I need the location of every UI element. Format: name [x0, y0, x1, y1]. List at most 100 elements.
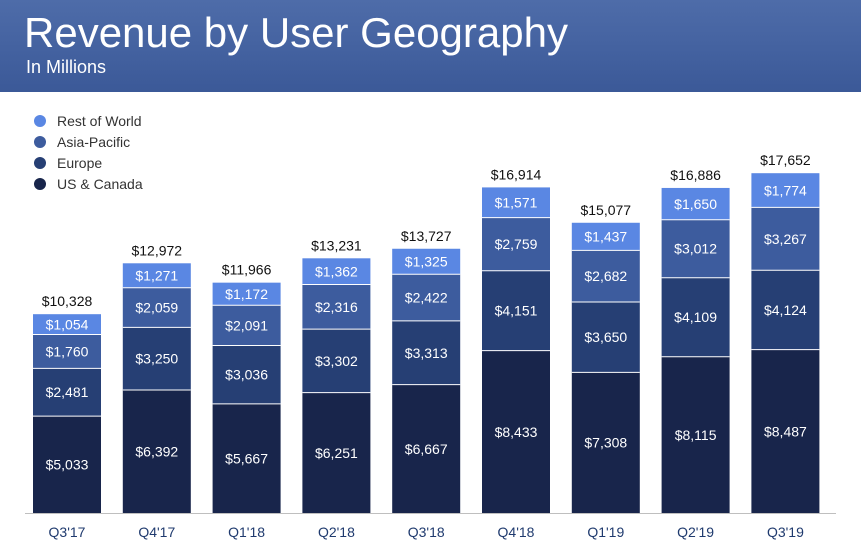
bar-segment-europe: [571, 302, 640, 373]
segment-value-label: $3,313: [405, 345, 448, 361]
segment-value-label: $3,267: [764, 231, 807, 247]
legend-label: Rest of World: [57, 113, 142, 129]
bar-segment-europe: [392, 320, 461, 385]
bar-total-label: $11,966: [222, 262, 272, 278]
bar-total-label: $17,652: [760, 152, 811, 168]
bar-segment-europe: [751, 270, 820, 350]
bar-segment-rest-of-world: [392, 248, 461, 275]
bar-segment-rest-of-world: [571, 222, 640, 251]
x-tick-label: Q2'19: [677, 524, 714, 540]
segment-value-label: $6,251: [315, 445, 358, 461]
bar-segment-europe: [212, 345, 281, 404]
segment-value-label: $3,012: [674, 241, 717, 257]
bar-segment-rest-of-world: [751, 173, 820, 208]
bar-segment-europe: [122, 327, 191, 390]
x-tick-label: Q3'17: [49, 524, 86, 540]
x-tick-label: Q4'18: [498, 524, 535, 540]
bar-segment-us-canada: [751, 349, 820, 513]
bar-total-label: $12,972: [131, 242, 182, 258]
bar-segment-rest-of-world: [302, 258, 371, 285]
bar-segment-asia-pacific: [482, 217, 550, 271]
bar-segment-asia-pacific: [33, 334, 101, 369]
bar-segment-asia-pacific: [392, 274, 461, 321]
x-tick-label: Q3'19: [767, 524, 804, 540]
x-tick-label: Q4'17: [138, 524, 175, 540]
legend-label: US & Canada: [57, 176, 143, 192]
bar-segment-us-canada: [661, 356, 730, 513]
bar-segment-europe: [302, 329, 371, 393]
bar-segment-rest-of-world: [122, 263, 191, 288]
x-tick-label: Q1'18: [228, 524, 265, 540]
chart-title: Revenue by User Geography: [24, 9, 568, 56]
bar-segment-us-canada: [571, 372, 640, 513]
segment-value-label: $3,250: [135, 351, 178, 367]
segment-value-label: $8,487: [764, 423, 807, 439]
bar-segment-rest-of-world: [661, 187, 730, 220]
bar-segment-asia-pacific: [571, 250, 640, 303]
segment-value-label: $2,759: [495, 236, 538, 252]
segment-value-label: $1,325: [405, 254, 448, 270]
segment-value-label: $1,571: [495, 195, 538, 211]
segment-value-label: $2,091: [225, 317, 268, 333]
bar-total-label: $13,727: [401, 228, 452, 244]
bar-total-label: $13,231: [311, 237, 362, 253]
bar-total-label: $15,077: [580, 202, 631, 218]
bar-segment-us-canada: [212, 403, 281, 513]
bar-segment-europe: [33, 368, 101, 417]
bar-segment-asia-pacific: [212, 305, 281, 346]
segment-value-label: $2,682: [584, 268, 627, 284]
bar-segment-rest-of-world: [482, 187, 550, 218]
bar-segment-us-canada: [122, 389, 191, 513]
chart-subtitle: In Millions: [26, 57, 107, 77]
bar-segment-us-canada: [392, 384, 461, 513]
bar-segment-asia-pacific: [122, 287, 191, 328]
segment-value-label: $2,316: [315, 299, 358, 315]
legend-swatch: [34, 115, 46, 127]
bar-segment-rest-of-world: [33, 314, 101, 335]
bar-segment-asia-pacific: [661, 219, 730, 278]
legend-swatch: [34, 157, 46, 169]
bar-total-label: $16,886: [670, 167, 721, 183]
bar-segment-asia-pacific: [302, 284, 371, 330]
segment-value-label: $3,036: [225, 367, 268, 383]
segment-value-label: $6,392: [135, 443, 178, 459]
segment-value-label: $1,650: [674, 196, 717, 212]
segment-value-label: $6,667: [405, 441, 448, 457]
bar-segment-us-canada: [302, 392, 371, 513]
legend-swatch: [34, 136, 46, 148]
segment-value-label: $1,760: [46, 343, 89, 359]
bar-segment-europe: [661, 277, 730, 357]
x-tick-label: Q3'18: [408, 524, 445, 540]
segment-value-label: $1,437: [584, 229, 627, 245]
bar-segment-us-canada: [33, 416, 101, 513]
segment-value-label: $1,271: [135, 268, 178, 284]
segment-value-label: $5,667: [225, 450, 268, 466]
x-tick-label: Q1'19: [587, 524, 624, 540]
segment-value-label: $2,481: [46, 384, 89, 400]
segment-value-label: $4,109: [674, 309, 717, 325]
bar-segment-us-canada: [482, 350, 550, 513]
segment-value-label: $1,774: [764, 182, 807, 198]
bar-total-label: $10,328: [42, 293, 93, 309]
segment-value-label: $1,362: [315, 263, 358, 279]
legend-swatch: [34, 178, 46, 190]
segment-value-label: $7,308: [584, 435, 627, 451]
x-tick-label: Q2'18: [318, 524, 355, 540]
segment-value-label: $8,115: [675, 427, 717, 443]
segment-value-label: $4,151: [495, 303, 538, 319]
header-banner: Revenue by User Geography In Millions: [0, 0, 861, 92]
segment-value-label: $2,422: [405, 290, 448, 306]
legend-label: Asia-Pacific: [57, 134, 131, 150]
segment-value-label: $2,059: [135, 300, 178, 316]
segment-value-label: $3,650: [584, 329, 627, 345]
segment-value-label: $1,054: [46, 316, 89, 332]
legend-label: Europe: [57, 155, 103, 171]
bar-segment-europe: [482, 270, 550, 351]
segment-value-label: $1,172: [225, 286, 268, 302]
bar-segment-asia-pacific: [751, 207, 820, 271]
segment-value-label: $3,302: [315, 353, 358, 369]
segment-value-label: $8,433: [495, 424, 538, 440]
bar-total-label: $16,914: [491, 166, 542, 182]
bar-segment-rest-of-world: [212, 282, 281, 306]
